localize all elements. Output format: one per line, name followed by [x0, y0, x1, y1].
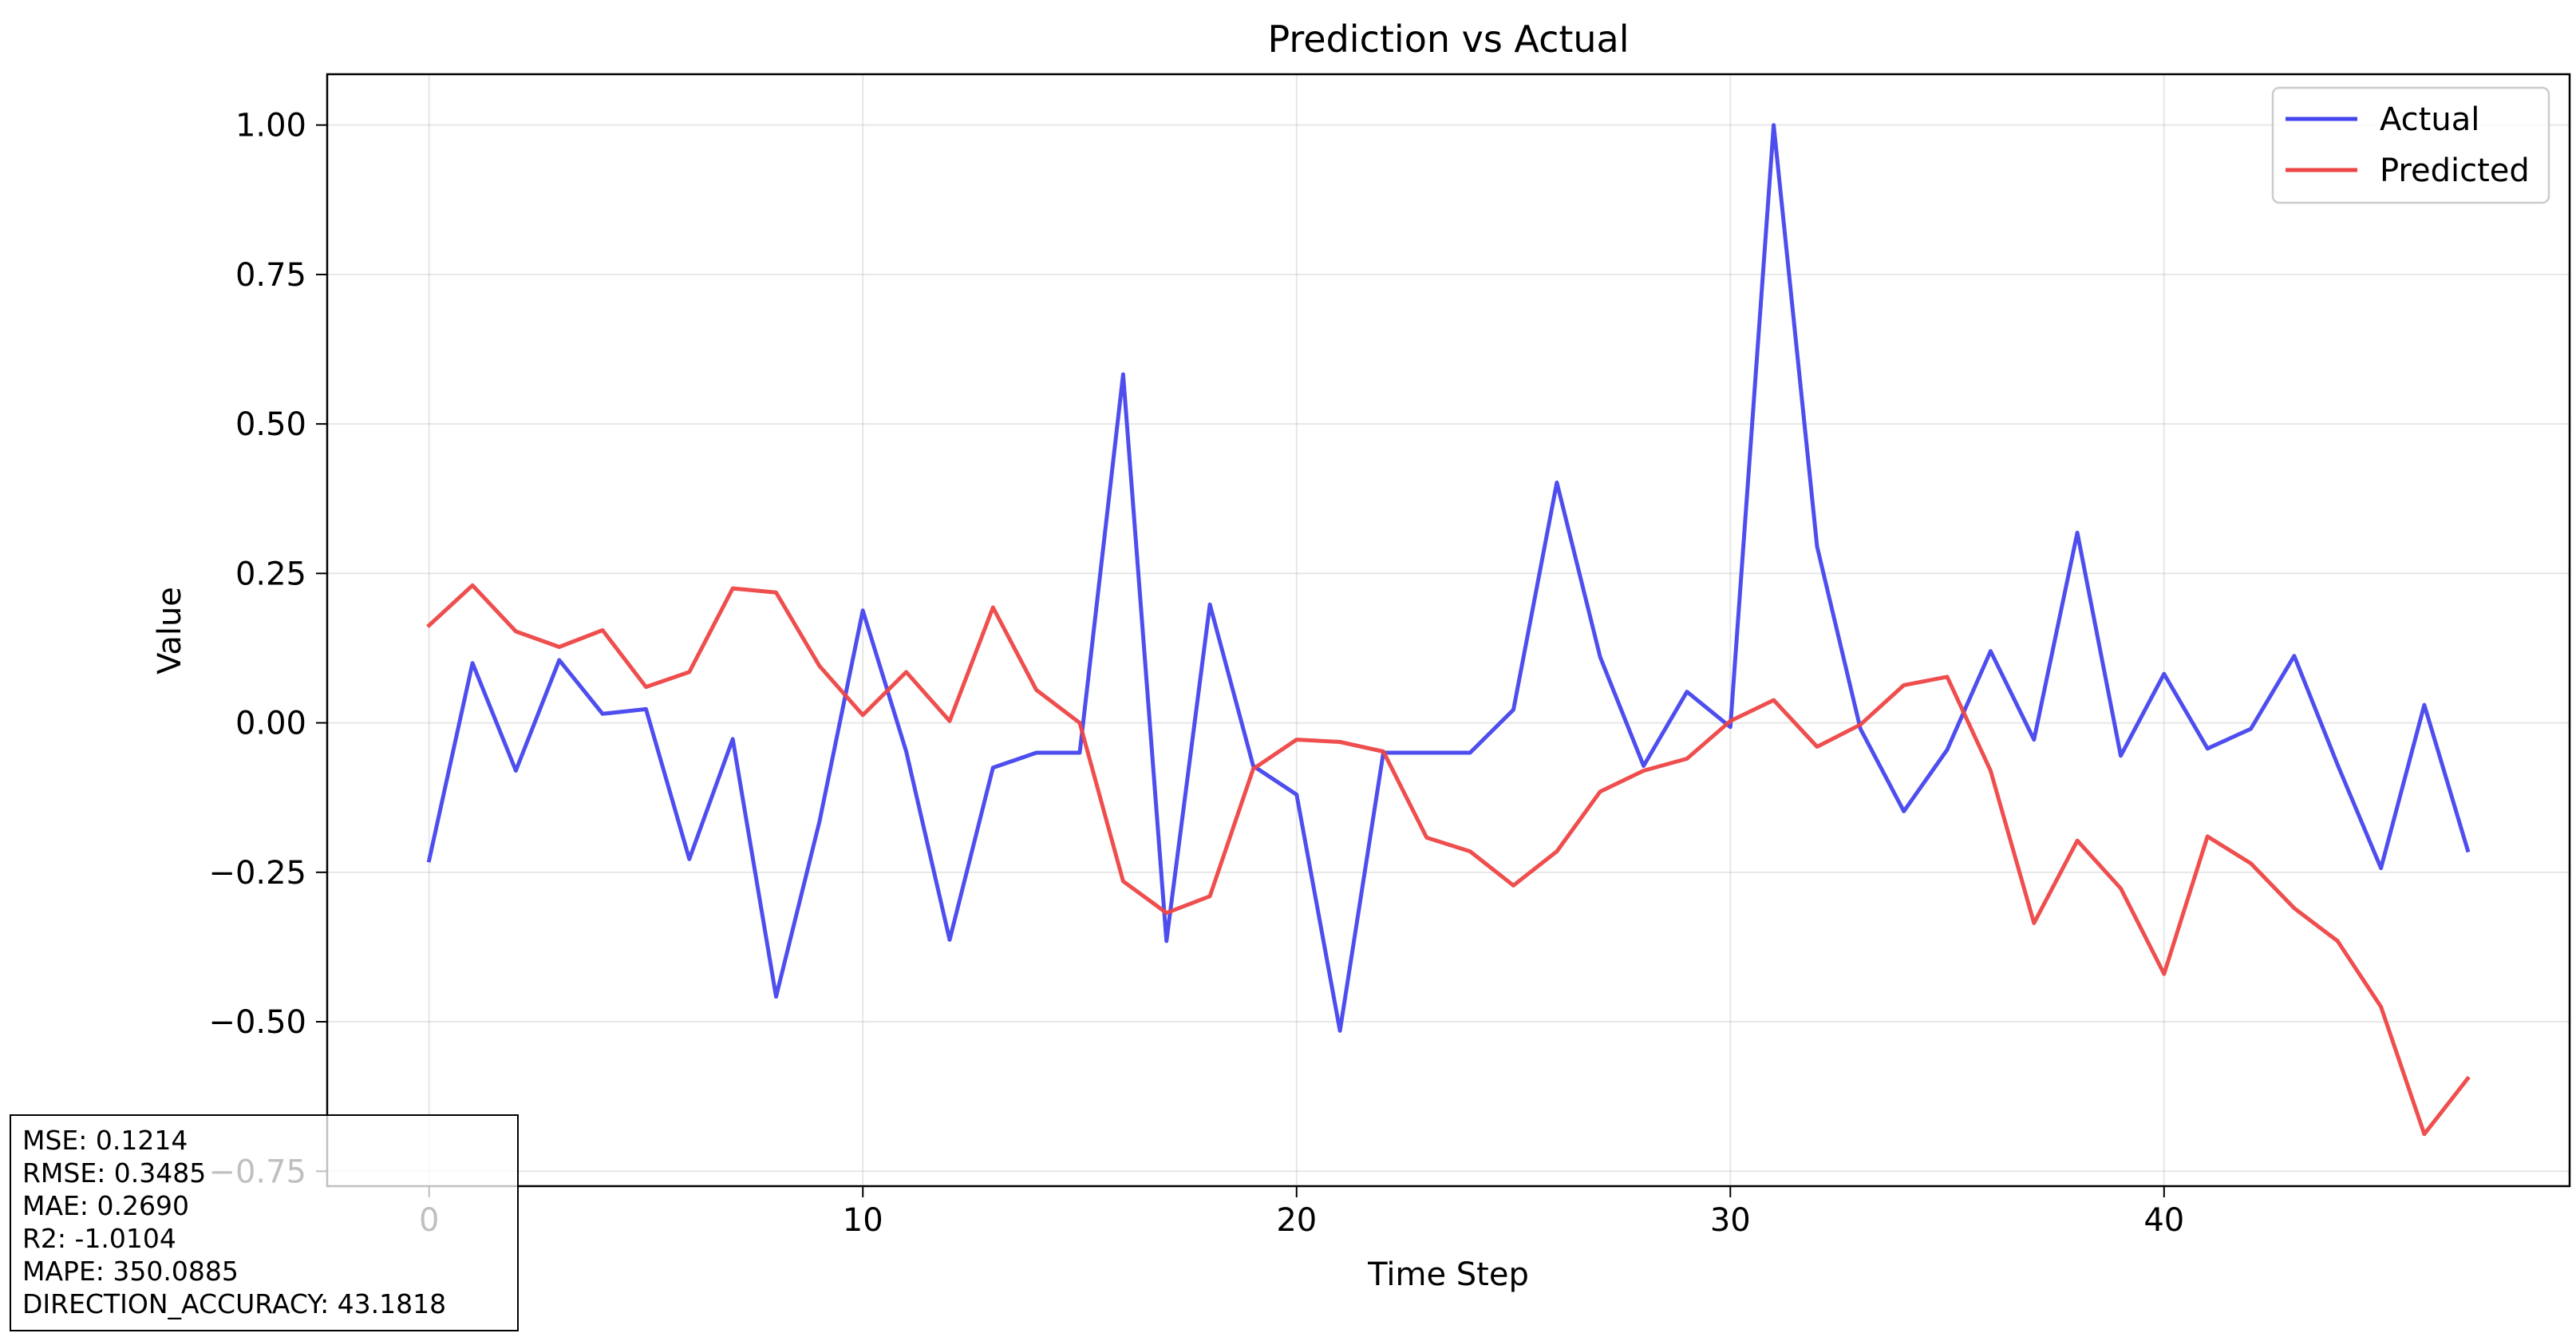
x-tick-label: 30 — [1710, 1202, 1751, 1239]
x-tick-label: 40 — [2143, 1202, 2184, 1239]
y-tick-label: 1.00 — [235, 108, 306, 144]
series-line-predicted — [426, 583, 2471, 1137]
x-axis-label: Time Step — [1367, 1256, 1529, 1293]
y-tick-label: 0.50 — [235, 406, 306, 443]
y-tick-label: −0.50 — [208, 1004, 306, 1041]
legend-label-predicted: Predicted — [2380, 152, 2530, 189]
y-tick-label: −0.25 — [208, 855, 306, 892]
series-line-actual — [426, 123, 2471, 1033]
x-tick-label: 10 — [843, 1202, 883, 1239]
ticks: 010203040−0.75−0.50−0.250.000.250.500.75… — [208, 108, 2184, 1239]
metric-mape: MAPE: 350.0885 — [22, 1256, 239, 1287]
plot-frame — [326, 73, 2571, 1188]
y-tick-label: 0.75 — [235, 257, 306, 294]
legend-frame — [2271, 86, 2550, 204]
metric-mae: MAE: 0.2690 — [22, 1190, 189, 1221]
metric-r2: R2: -1.0104 — [22, 1223, 176, 1254]
legend: Actual Predicted — [2271, 86, 2550, 204]
y-axis-label: Value — [152, 587, 188, 674]
metric-direction-accuracy: DIRECTION_ACCURACY: 43.1818 — [22, 1288, 447, 1319]
y-tick-label: 0.00 — [235, 706, 306, 742]
metric-mse: MSE: 0.1214 — [22, 1125, 188, 1156]
y-tick-label: 0.25 — [235, 556, 306, 592]
legend-label-actual: Actual — [2380, 101, 2479, 138]
x-tick-label: 20 — [1276, 1202, 1317, 1239]
chart-title: Prediction vs Actual — [1267, 18, 1629, 61]
metrics-box: MSE: 0.1214 RMSE: 0.3485 MAE: 0.2690 R2:… — [10, 1114, 519, 1331]
series-lines — [426, 123, 2471, 1137]
grid — [327, 74, 2570, 1186]
metric-rmse: RMSE: 0.3485 — [22, 1157, 207, 1189]
